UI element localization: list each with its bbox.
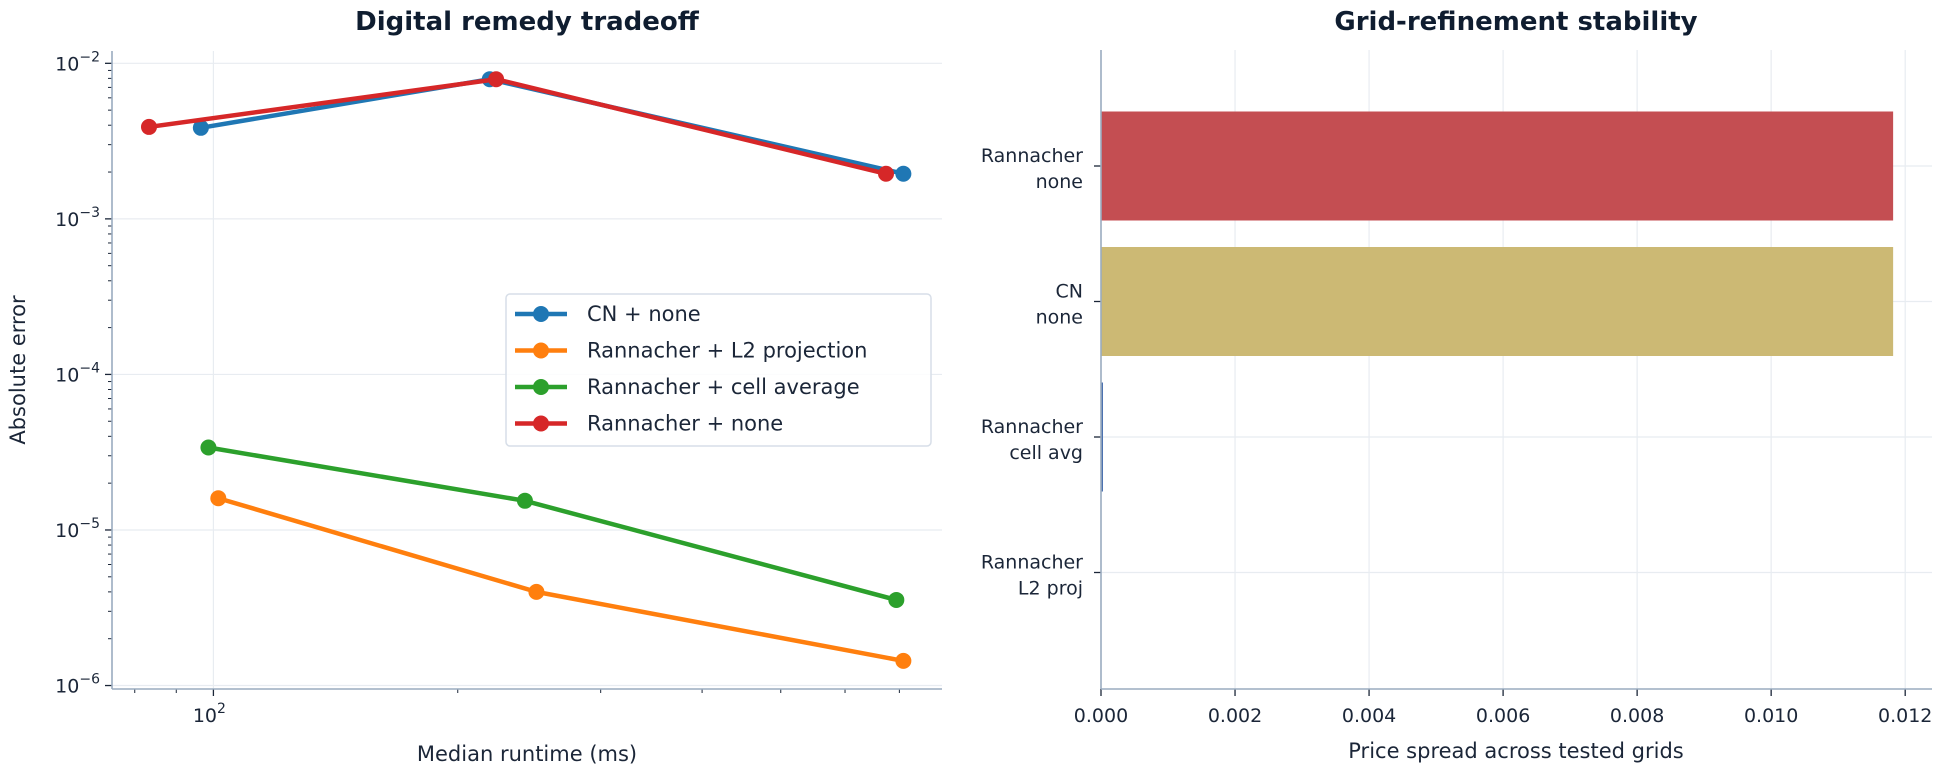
- category-label-line1: Rannacher: [981, 552, 1083, 574]
- left-chart-title: Digital remedy tradeoff: [355, 7, 700, 37]
- legend-entry: Rannacher + cell average: [515, 375, 860, 399]
- category-label-line2: none: [1036, 171, 1083, 193]
- data-point: [516, 492, 533, 509]
- data-point: [488, 71, 505, 88]
- y-tick-label: 10−2: [55, 49, 100, 75]
- y-tick-base: 10: [55, 209, 79, 231]
- data-point: [878, 165, 895, 182]
- x-tick-base: 10: [193, 705, 217, 727]
- bar: [1101, 111, 1894, 221]
- y-tick-exponent: −6: [79, 672, 100, 688]
- x-tick-label: 102: [193, 701, 226, 727]
- x-tick-exponent: 2: [217, 701, 226, 717]
- legend-entry: CN + none: [515, 302, 701, 326]
- left-y-axis-label: Absolute error: [6, 295, 30, 445]
- right-ticks: 0.000 0.002 0.004 0.006 0.008 0.010 0.012 Ranna…: [981, 145, 1933, 727]
- series-line: [148, 76, 887, 176]
- legend-marker: [533, 342, 549, 359]
- category-label-line2: L2 proj: [1018, 578, 1083, 600]
- data-point: [210, 490, 227, 507]
- grid-stability-chart: 0.000 0.002 0.004 0.006 0.008 0.010 0.012 Ranna…: [981, 7, 1933, 763]
- series-cn-none: [192, 71, 912, 182]
- series-line: [217, 496, 904, 664]
- legend-label: Rannacher + none: [587, 412, 783, 436]
- data-point: [888, 591, 905, 608]
- category-label-line2: cell avg: [1009, 442, 1083, 464]
- legend-box: [505, 293, 932, 447]
- x-tick-label: 0.008: [1610, 705, 1664, 727]
- x-tick-label: 0.006: [1476, 705, 1530, 727]
- x-tick-label: 0.012: [1878, 705, 1932, 727]
- y-tick-exponent: −4: [79, 360, 100, 376]
- y-tick-exponent: −3: [79, 205, 100, 221]
- y-tick-base: 10: [55, 520, 79, 542]
- data-point: [528, 583, 545, 600]
- x-tick-label: 0.010: [1744, 705, 1798, 727]
- y-tick-label: 10−5: [55, 516, 100, 542]
- legend-marker: [533, 415, 549, 432]
- y-tick-exponent: −5: [79, 516, 100, 532]
- y-tick-label: 10−6: [55, 672, 100, 698]
- series-rannacher-l2-projection: [210, 490, 912, 669]
- y-tick-base: 10: [55, 53, 79, 75]
- legend-entry: Rannacher + L2 projection: [515, 339, 867, 363]
- data-point: [895, 165, 912, 182]
- legend-label: Rannacher + L2 projection: [587, 339, 867, 363]
- legend: CN + none Rannacher + L2 projection Rannac…: [505, 293, 932, 447]
- series-rannacher-none: [140, 71, 895, 182]
- legend-label: Rannacher + cell average: [587, 375, 860, 399]
- legend-marker: [533, 306, 549, 322]
- category-label-line1: Rannacher: [981, 416, 1083, 438]
- y-tick-label: 10−3: [55, 205, 100, 231]
- right-chart-title: Grid-refinement stability: [1334, 7, 1697, 37]
- x-tick-label: 0.000: [1074, 705, 1128, 727]
- data-point: [140, 118, 157, 135]
- right-bars: [1101, 111, 1894, 492]
- data-point: [200, 439, 217, 456]
- y-tick-base: 10: [55, 364, 79, 386]
- data-point: [192, 119, 209, 136]
- bar: [1101, 382, 1103, 492]
- legend-entry: Rannacher + none: [515, 412, 783, 436]
- y-tick-base: 10: [55, 676, 79, 698]
- series-rannacher-cell-average: [200, 439, 905, 608]
- x-tick-label: 0.002: [1208, 705, 1262, 727]
- category-label-line2: none: [1036, 307, 1083, 329]
- y-tick-label: 10−4: [55, 360, 100, 386]
- legend-marker: [533, 379, 549, 395]
- bar: [1101, 247, 1894, 356]
- right-x-axis-label: Price spread across tested grids: [1348, 739, 1683, 763]
- y-tick-exponent: −2: [79, 49, 100, 65]
- category-label-line1: Rannacher: [981, 145, 1083, 167]
- legend-label: CN + none: [587, 302, 701, 326]
- left-series: [140, 71, 912, 669]
- category-label-line1: CN: [1056, 281, 1083, 303]
- left-x-axis-label: Median runtime (ms): [417, 742, 637, 766]
- data-point: [895, 652, 912, 669]
- x-tick-label: 0.004: [1342, 705, 1396, 727]
